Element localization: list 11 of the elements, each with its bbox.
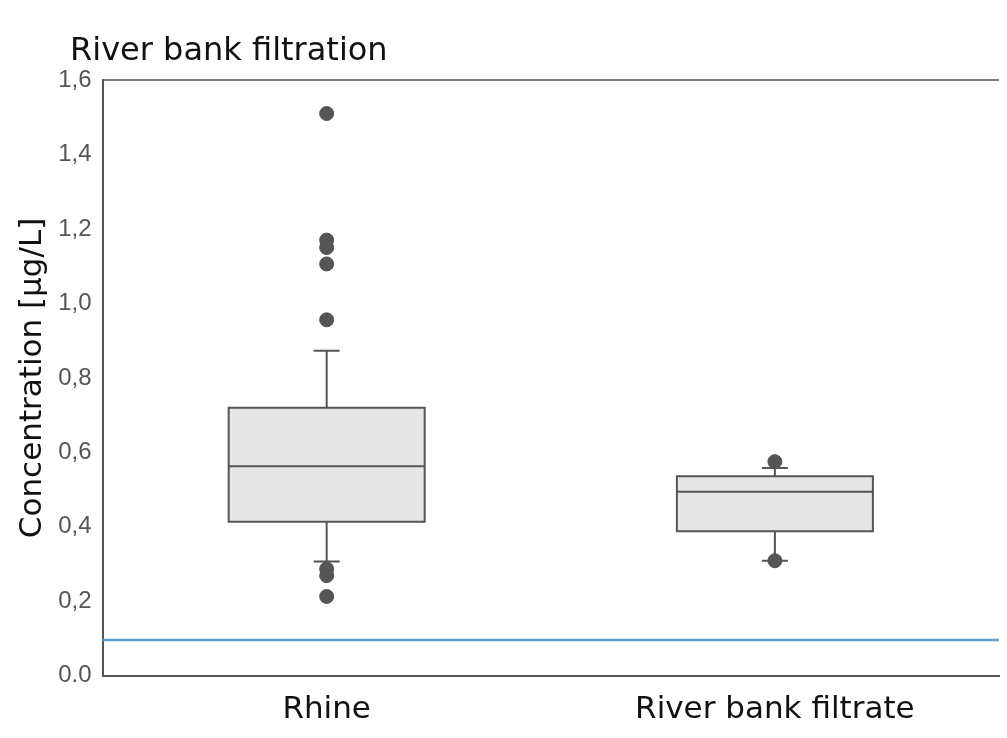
x-tick-label: Rhine (282, 689, 371, 726)
y-tick-label: 1,0 (58, 288, 92, 316)
y-tick-label: 0,8 (58, 362, 92, 390)
y-tick-label: 0.0 (58, 660, 92, 688)
y-axis-title: Concentration [µg/L] (11, 217, 48, 539)
y-tick-label: 1,4 (58, 139, 92, 167)
y-tick-label: 0,6 (58, 437, 92, 464)
y-tick-label: 0,2 (58, 585, 92, 613)
x-tick-label: River bank filtrate (635, 689, 915, 726)
y-tick-label: 0,4 (58, 511, 92, 539)
y-tick-label: 1,2 (58, 213, 92, 241)
